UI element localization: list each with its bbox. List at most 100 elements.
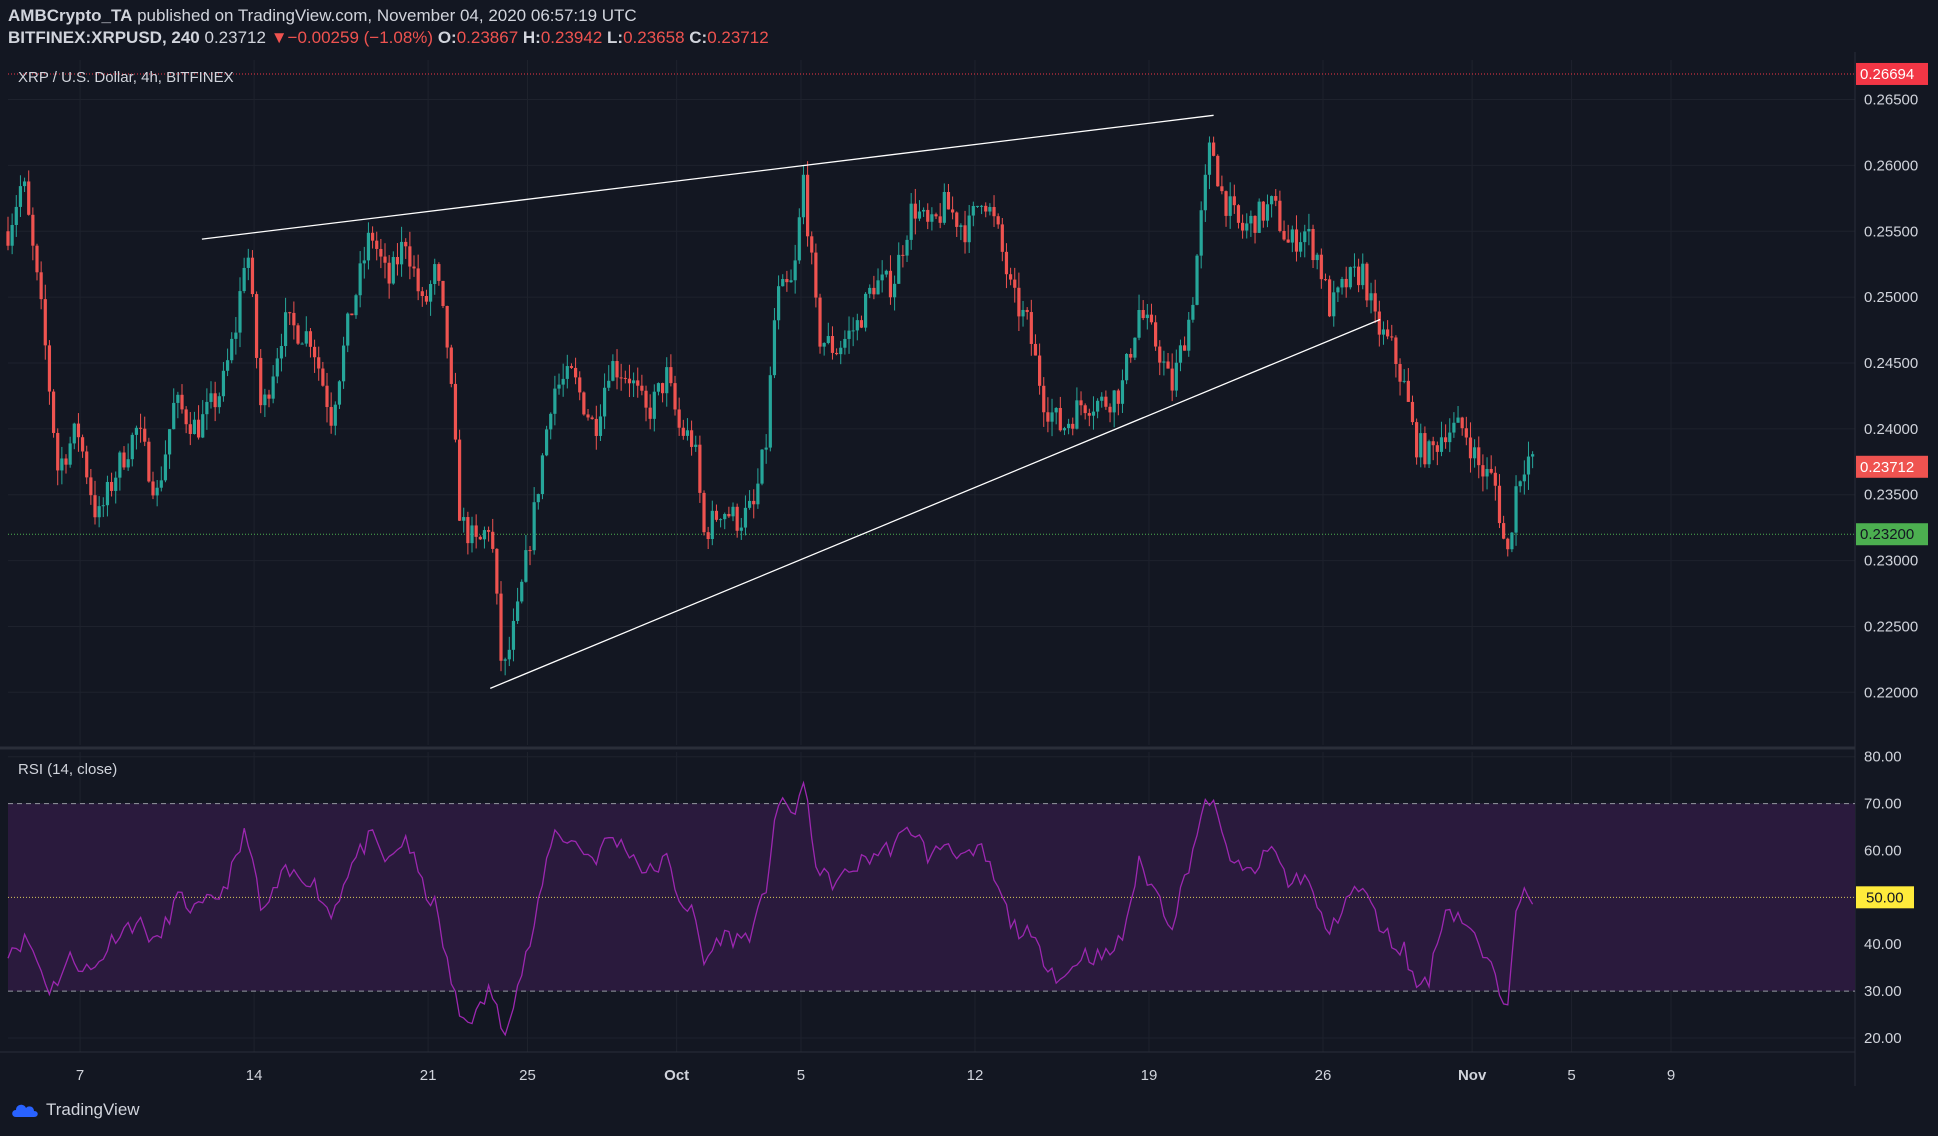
candle-body [540, 455, 545, 495]
candle-body [1087, 413, 1091, 416]
candle-body [706, 532, 710, 540]
candle-body [942, 191, 946, 223]
candle-body [1265, 204, 1270, 221]
candle-body [346, 313, 350, 346]
time-axis-tick: 25 [519, 1067, 536, 1084]
candle-body [1294, 229, 1299, 252]
candle-body [437, 264, 441, 281]
candle-body [988, 207, 992, 212]
candle-body [1207, 142, 1212, 175]
candle-body [1481, 465, 1485, 477]
candle-body [362, 260, 366, 264]
candle-body [1137, 309, 1141, 338]
candle-body [1232, 196, 1236, 206]
high-value: 0.23942 [540, 28, 603, 47]
candle-body [1365, 263, 1369, 301]
candle-body [1419, 433, 1423, 458]
candle-body [486, 530, 491, 532]
price-axis-tick: 0.25000 [1864, 289, 1918, 306]
price-axis-tick: 0.24500 [1864, 355, 1918, 372]
candle-body [399, 241, 404, 265]
candle-body [1029, 312, 1033, 344]
candle-body [68, 443, 72, 465]
candle-body [1485, 468, 1489, 477]
candle-body [1261, 201, 1265, 221]
candle-body [644, 390, 648, 408]
candle-body [122, 452, 126, 468]
candle-body [279, 346, 284, 359]
candle-body [1079, 400, 1083, 406]
chart-area[interactable]: XRP / U.S. Dollar, 4h, BITFINEX RSI (14, … [0, 52, 1938, 1086]
candle-body [1166, 361, 1170, 369]
time-axis-tick: 7 [76, 1067, 84, 1084]
candle-body [1357, 266, 1361, 286]
candle-body [109, 481, 114, 491]
candle-body [358, 263, 362, 296]
cloud-icon [12, 1104, 38, 1117]
candle-body [64, 458, 68, 465]
price-axis-tick: 0.23000 [1864, 553, 1918, 570]
candle-body [333, 404, 337, 426]
candle-body [391, 257, 395, 284]
candle-body [482, 530, 487, 540]
candle-body [478, 536, 482, 540]
candle-body [768, 375, 772, 448]
candle-body [1091, 411, 1096, 416]
candle-body [536, 494, 540, 503]
candle-body [1493, 472, 1497, 486]
candle-body [1299, 242, 1303, 252]
candle-body [105, 481, 110, 506]
candle-body [1340, 278, 1344, 288]
candle-body [213, 393, 217, 408]
low-value: 0.23658 [623, 28, 685, 47]
candle-body [1444, 437, 1448, 443]
candle-body [184, 409, 188, 425]
candle-body [830, 336, 835, 353]
candle-body [1236, 205, 1241, 223]
symbol-name[interactable]: BITFINEX:XRPUSD, 240 [8, 28, 200, 47]
candle-body [433, 264, 437, 284]
candle-body [138, 427, 143, 429]
candle-body [1502, 523, 1506, 539]
candle-body [1352, 266, 1357, 268]
candle-body [80, 437, 85, 452]
candle-body [474, 525, 478, 537]
candle-body [428, 283, 433, 302]
candle-body [10, 225, 14, 246]
candle-body [528, 550, 532, 552]
candle-body [710, 510, 714, 540]
time-axis-tick: 21 [420, 1067, 437, 1084]
rsi-pane-title: RSI (14, close) [18, 761, 117, 778]
candle-body [1062, 428, 1067, 431]
candle-body [975, 205, 980, 207]
candle-body [1104, 396, 1108, 407]
candle-body [14, 206, 18, 226]
candle-body [602, 387, 607, 417]
candle-body [520, 581, 524, 602]
author-name[interactable]: AMBCrypto_TA [8, 6, 133, 25]
candle-body [1096, 400, 1100, 412]
candle-body [1046, 412, 1050, 422]
candle-body [1083, 405, 1087, 414]
candle-body [209, 393, 213, 402]
candle-body [254, 294, 259, 358]
candle-body [909, 203, 913, 240]
price-axis-tick: 0.24000 [1864, 421, 1918, 438]
candle-body [1033, 343, 1038, 356]
rsi-axis-tick: 80.00 [1864, 749, 1902, 766]
candle-body [221, 370, 226, 397]
candle-body [1021, 309, 1025, 317]
candle-body [1249, 215, 1253, 224]
candle-body [1257, 201, 1261, 233]
tradingview-logo[interactable]: TradingView [10, 1100, 140, 1120]
candle-body [747, 500, 752, 508]
current-price-label: 0.23712 [1860, 459, 1914, 476]
candle-body [822, 342, 826, 347]
candle-body [354, 295, 358, 316]
candle-body [1328, 279, 1332, 317]
candle-body [515, 601, 520, 621]
candle-body [151, 481, 155, 496]
candle-body [205, 401, 209, 415]
candle-body [238, 291, 242, 333]
candle-body [39, 272, 43, 300]
